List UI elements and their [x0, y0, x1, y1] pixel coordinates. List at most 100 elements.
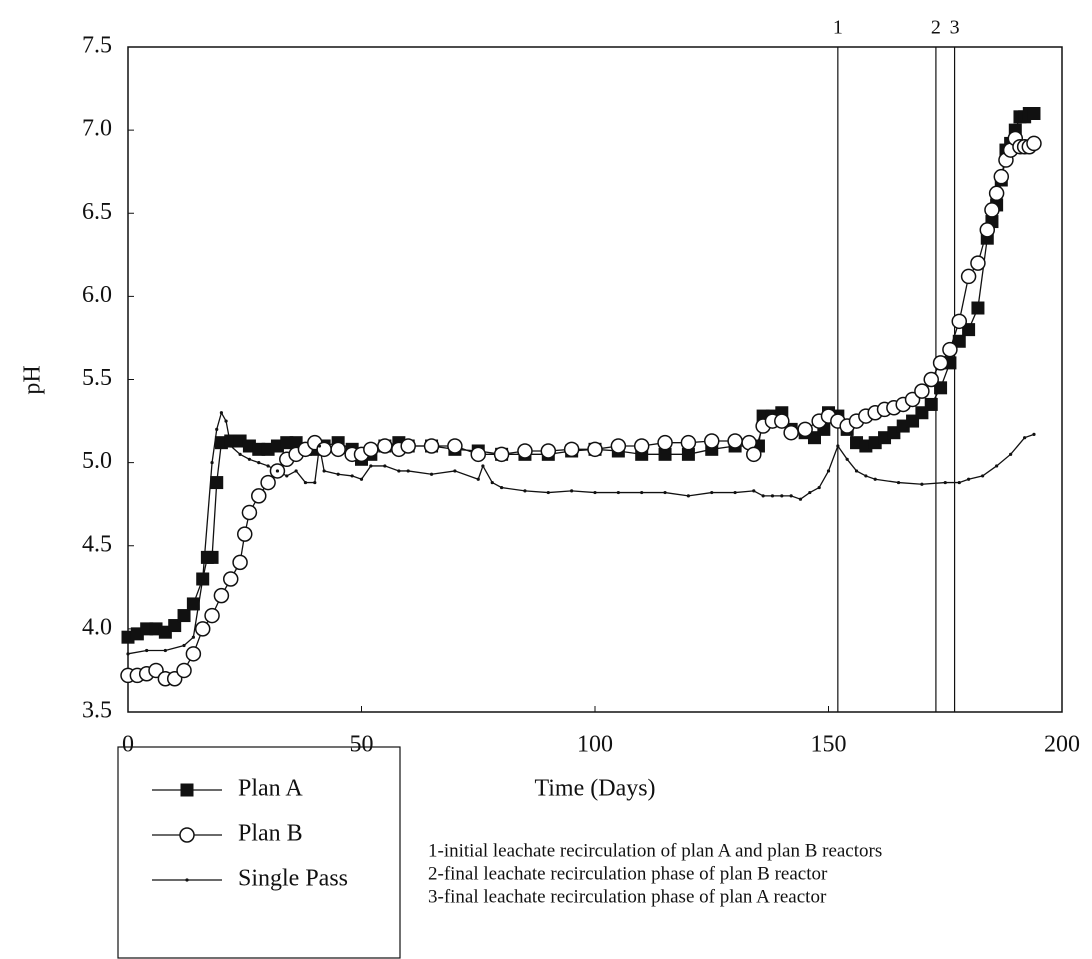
data-point	[640, 490, 644, 495]
data-point	[204, 607, 220, 624]
data-point	[359, 477, 364, 481]
data-point	[336, 472, 340, 476]
data-point	[330, 441, 346, 458]
data-point	[845, 457, 849, 461]
data-point	[988, 185, 1005, 202]
data-point	[126, 652, 130, 656]
data-point	[798, 497, 803, 501]
event-label: 2	[931, 17, 941, 39]
data-point	[746, 446, 762, 463]
y-tick-label: 3.5	[82, 698, 112, 724]
x-tick-label: 200	[1044, 732, 1080, 758]
data-point	[923, 371, 939, 388]
plot-frame	[127, 46, 1063, 713]
data-point	[294, 469, 298, 473]
data-point	[350, 474, 354, 478]
data-point	[377, 438, 393, 454]
data-point	[229, 444, 233, 448]
data-point	[523, 489, 527, 493]
legend-marker	[180, 783, 194, 797]
data-point	[447, 438, 463, 454]
data-point	[570, 489, 574, 493]
data-point	[500, 485, 504, 490]
data-point	[681, 447, 695, 461]
data-point	[546, 490, 550, 495]
data-point	[774, 413, 790, 429]
y-tick-label: 5.5	[82, 365, 112, 391]
event-label: 3	[950, 17, 960, 39]
data-point	[383, 464, 387, 468]
data-point	[942, 341, 958, 358]
data-point	[710, 490, 714, 495]
data-point	[797, 421, 813, 438]
data-point	[808, 490, 812, 495]
legend-marker	[185, 878, 189, 882]
data-point	[186, 597, 200, 611]
data-point	[237, 526, 253, 542]
data-point	[817, 485, 821, 490]
data-point	[222, 571, 239, 587]
data-point	[780, 494, 784, 498]
data-point	[205, 550, 219, 564]
data-point	[177, 609, 191, 623]
data-point	[971, 301, 985, 315]
data-point	[517, 443, 533, 459]
data-point	[168, 619, 182, 633]
data-point	[924, 397, 938, 411]
y-tick-label: 7.5	[82, 33, 112, 59]
data-point	[210, 461, 214, 465]
y-axis-label: pH	[20, 365, 46, 394]
y-tick-label: 4.5	[82, 531, 112, 557]
legend-box	[117, 746, 401, 959]
data-point	[663, 490, 667, 495]
data-point	[224, 419, 228, 423]
data-point	[213, 587, 230, 604]
data-point	[1023, 436, 1027, 440]
data-point	[979, 222, 996, 238]
data-point	[201, 577, 205, 581]
data-point	[481, 464, 485, 468]
y-tick-label: 7.0	[82, 116, 112, 142]
note: 3-final leachate recirculation phase of …	[428, 886, 827, 907]
data-point	[826, 469, 831, 473]
y-tick-label: 6.0	[82, 282, 112, 308]
data-point	[727, 433, 743, 449]
data-point	[540, 443, 557, 459]
data-point	[957, 480, 961, 485]
data-point	[163, 648, 167, 653]
data-point	[182, 643, 186, 648]
data-point	[266, 464, 270, 468]
data-point	[836, 444, 840, 448]
data-point	[981, 474, 985, 478]
data-point	[1032, 432, 1036, 436]
data-point	[219, 411, 223, 415]
data-point	[176, 662, 192, 679]
x-axis-label: Time (Days)	[534, 776, 655, 802]
data-point	[680, 434, 697, 451]
data-point	[185, 646, 202, 662]
data-point	[593, 490, 597, 495]
x-tick-label: 0	[122, 732, 134, 758]
data-point	[493, 446, 510, 463]
data-point	[210, 476, 224, 490]
data-point	[610, 438, 627, 454]
data-point	[752, 489, 756, 493]
data-point	[873, 477, 877, 481]
data-point	[761, 494, 765, 498]
x-tick-label: 150	[811, 732, 847, 758]
data-point	[429, 472, 434, 476]
data-point	[470, 446, 486, 463]
data-point	[864, 474, 868, 478]
data-point	[995, 464, 999, 468]
data-point	[145, 648, 149, 653]
data-point	[686, 494, 691, 498]
data-point	[770, 494, 775, 498]
data-point	[633, 438, 650, 454]
y-tick-label: 6.5	[82, 199, 112, 225]
data-point	[1027, 107, 1041, 120]
legend-label: Single Pass	[238, 866, 348, 892]
data-point	[476, 477, 480, 481]
data-point	[616, 490, 620, 495]
legend-marker	[179, 827, 195, 843]
data-point	[587, 441, 603, 458]
